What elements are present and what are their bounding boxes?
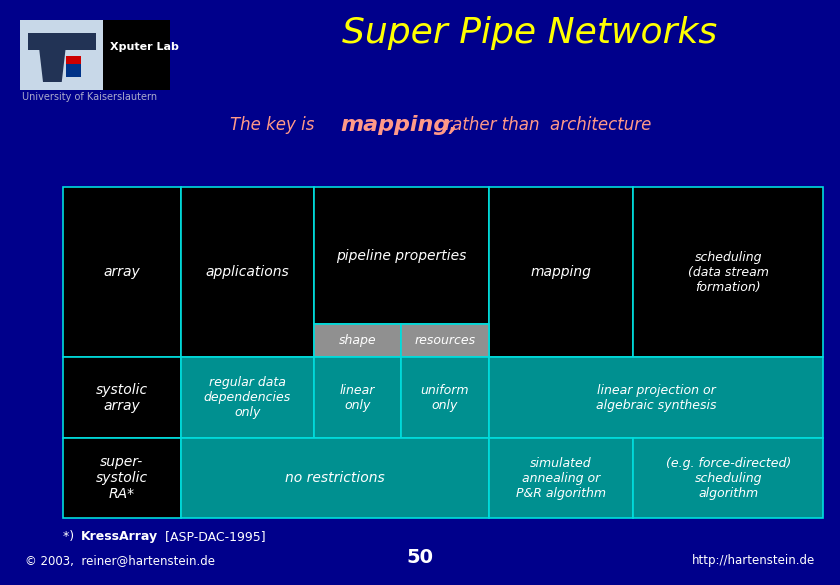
Bar [102,20,170,90]
Text: rather than  architecture: rather than architecture [440,116,651,134]
Bar [63,357,181,438]
Bar [66,64,81,77]
Text: systolic
array: systolic array [96,383,148,413]
Bar [20,20,102,90]
Text: mapping: mapping [531,266,591,279]
Text: applications: applications [206,266,289,279]
Text: super-
systolic
RA*: super- systolic RA* [96,455,148,501]
Bar [314,187,489,324]
Bar [633,187,823,357]
Text: KressArray: KressArray [81,530,158,543]
Text: regular data
dependencies
only: regular data dependencies only [204,376,291,419]
Bar [489,187,633,357]
Text: uniform
only: uniform only [421,384,470,412]
Bar [314,324,402,357]
Text: © 2003,  reiner@hartenstein.de: © 2003, reiner@hartenstein.de [25,554,215,567]
Text: scheduling
(data stream
formation): scheduling (data stream formation) [688,251,769,294]
Text: no restrictions: no restrictions [285,471,385,485]
Text: array: array [103,266,140,279]
Polygon shape [39,50,66,82]
Text: linear projection or
algebraic synthesis: linear projection or algebraic synthesis [596,384,717,412]
Bar [66,56,81,65]
Bar [402,357,489,438]
Text: (e.g. force-directed)
scheduling
algorithm: (e.g. force-directed) scheduling algorit… [665,456,790,500]
Text: *): *) [63,530,78,543]
Text: linear
only: linear only [340,384,375,412]
Bar [489,438,633,518]
Bar [402,324,489,357]
Bar [633,438,823,518]
Text: simulated
annealing or
P&R algorithm: simulated annealing or P&R algorithm [516,456,606,500]
Bar [28,33,96,50]
Text: University of Kaiserslautern: University of Kaiserslautern [22,92,157,102]
Text: resources: resources [414,335,475,347]
Bar [181,438,489,518]
Bar [63,187,181,357]
Text: Super Pipe Networks: Super Pipe Networks [343,16,717,50]
Text: 50: 50 [407,548,433,567]
Bar [489,357,823,438]
Text: The key is: The key is [230,116,320,134]
Bar [63,438,181,518]
Bar [181,187,314,357]
Text: [ASP-DAC-1995]: [ASP-DAC-1995] [161,530,265,543]
Bar [181,357,314,438]
Text: shape: shape [339,335,376,347]
Bar [314,357,402,438]
Text: http://hartenstein.de: http://hartenstein.de [692,554,815,567]
Text: pipeline properties: pipeline properties [336,249,466,263]
Text: Xputer Lab: Xputer Lab [110,42,179,51]
Text: mapping,: mapping, [340,115,458,135]
